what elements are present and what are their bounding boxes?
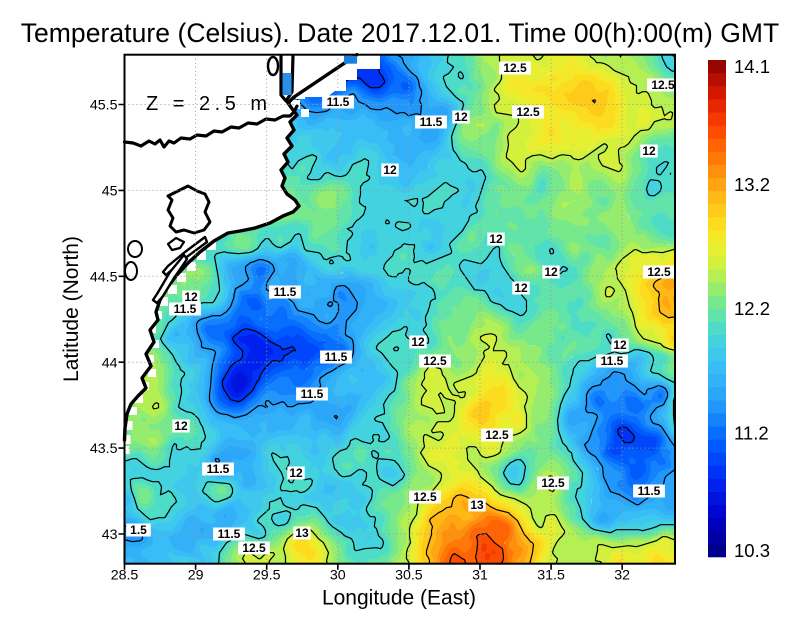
svg-text:12: 12 bbox=[454, 110, 468, 124]
svg-text:13.2: 13.2 bbox=[734, 174, 770, 195]
svg-text:45.5: 45.5 bbox=[90, 98, 118, 114]
svg-text:12.2: 12.2 bbox=[734, 298, 770, 319]
svg-text:12: 12 bbox=[383, 163, 397, 177]
svg-text:14.1: 14.1 bbox=[734, 56, 770, 77]
svg-text:11.5: 11.5 bbox=[601, 354, 624, 368]
svg-text:12: 12 bbox=[174, 419, 188, 433]
svg-text:30.5: 30.5 bbox=[395, 568, 423, 584]
svg-text:12.5: 12.5 bbox=[485, 428, 509, 442]
svg-text:11.5: 11.5 bbox=[420, 115, 443, 129]
svg-text:12: 12 bbox=[184, 290, 198, 304]
svg-text:13: 13 bbox=[470, 498, 484, 512]
svg-text:11.2: 11.2 bbox=[734, 422, 769, 443]
svg-text:29: 29 bbox=[188, 568, 204, 584]
svg-text:13: 13 bbox=[295, 526, 309, 540]
svg-text:11.5: 11.5 bbox=[207, 462, 230, 476]
svg-text:12.5: 12.5 bbox=[242, 541, 266, 555]
svg-text:11.5: 11.5 bbox=[301, 387, 324, 401]
svg-text:12.5: 12.5 bbox=[541, 476, 565, 490]
svg-text:12: 12 bbox=[489, 232, 503, 246]
svg-text:44: 44 bbox=[102, 355, 118, 371]
svg-text:12: 12 bbox=[642, 144, 656, 158]
svg-text:12.5: 12.5 bbox=[516, 105, 540, 119]
svg-text:12.5: 12.5 bbox=[647, 265, 671, 279]
svg-text:12.5: 12.5 bbox=[503, 61, 527, 75]
svg-text:43.5: 43.5 bbox=[90, 441, 118, 457]
svg-text:12.5: 12.5 bbox=[413, 490, 437, 504]
svg-text:45: 45 bbox=[102, 184, 118, 200]
svg-text:28.5: 28.5 bbox=[111, 568, 139, 584]
svg-text:11.5: 11.5 bbox=[274, 285, 297, 299]
svg-text:12: 12 bbox=[514, 281, 528, 295]
svg-text:10.3: 10.3 bbox=[734, 540, 770, 561]
svg-text:31.5: 31.5 bbox=[537, 568, 565, 584]
svg-text:32: 32 bbox=[614, 568, 630, 584]
svg-text:11.5: 11.5 bbox=[325, 350, 348, 364]
svg-text:43: 43 bbox=[102, 527, 118, 543]
svg-text:12.5: 12.5 bbox=[651, 78, 675, 92]
svg-text:11.5: 11.5 bbox=[174, 302, 197, 316]
svg-text:1.5: 1.5 bbox=[130, 523, 147, 537]
svg-text:11.5: 11.5 bbox=[638, 484, 661, 498]
svg-text:30: 30 bbox=[330, 568, 346, 584]
svg-text:29.5: 29.5 bbox=[253, 568, 281, 584]
svg-text:12.5: 12.5 bbox=[423, 354, 447, 368]
svg-text:11.5: 11.5 bbox=[218, 527, 241, 541]
svg-text:Latitude (North): Latitude (North) bbox=[60, 236, 83, 382]
svg-text:Longitude (East): Longitude (East) bbox=[322, 587, 476, 610]
svg-text:12: 12 bbox=[544, 265, 558, 279]
svg-text:Z = 2.5 m: Z = 2.5 m bbox=[146, 93, 272, 115]
svg-text:12: 12 bbox=[613, 338, 627, 352]
svg-text:31: 31 bbox=[472, 568, 488, 584]
svg-text:11.5: 11.5 bbox=[327, 95, 350, 109]
svg-text:12: 12 bbox=[411, 335, 425, 349]
svg-text:44.5: 44.5 bbox=[90, 269, 118, 285]
svg-text:12: 12 bbox=[289, 466, 303, 480]
svg-text:Temperature (Celsius). Date 20: Temperature (Celsius). Date 2017.12.01. … bbox=[21, 18, 780, 48]
